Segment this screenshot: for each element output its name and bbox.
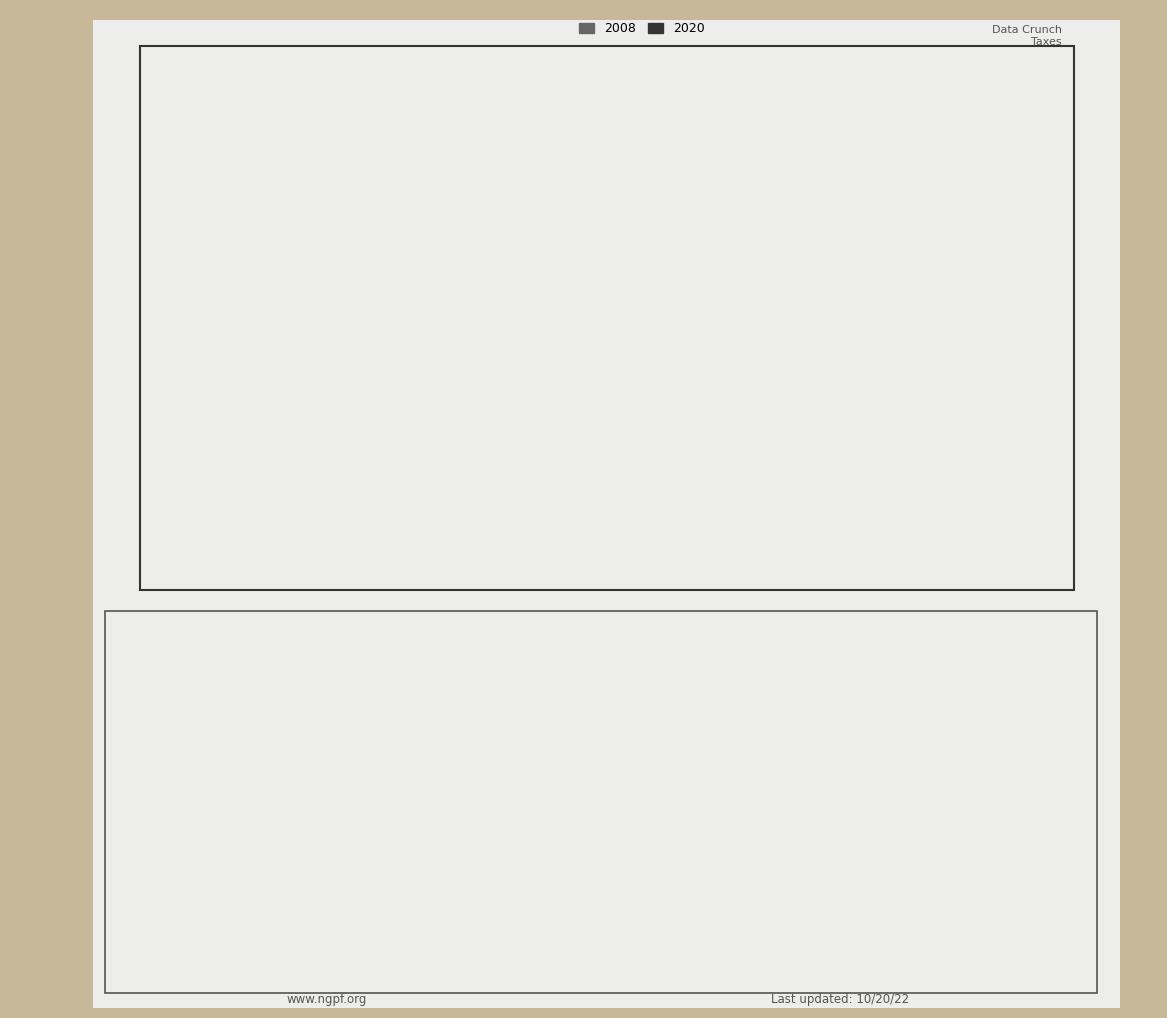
Bar bbox=[714, 217, 753, 540]
Text: DOK I: DOK I bbox=[616, 712, 648, 722]
Text: 16%: 16% bbox=[760, 262, 784, 272]
Text: DOK 3: DOK 3 bbox=[130, 981, 165, 992]
Text: 14%: 14% bbox=[832, 297, 857, 307]
Text: Data Crunch
Taxes: Data Crunch Taxes bbox=[992, 25, 1062, 47]
Text: 16%: 16% bbox=[389, 262, 413, 272]
Text: 19%: 19% bbox=[610, 208, 635, 218]
Bar bbox=[642, 235, 680, 540]
X-axis label: Age: Age bbox=[628, 573, 656, 587]
Text: 17%: 17% bbox=[499, 244, 524, 253]
Text: 2.  Which two age groups have seen the
     sharpest increase as a percentage of: 2. Which two age groups have seen the sh… bbox=[616, 618, 917, 662]
Text: 17%: 17% bbox=[649, 244, 673, 253]
Title: Age of Tax Filers: Age of Tax Filers bbox=[574, 50, 710, 68]
Text: 15%: 15% bbox=[871, 280, 895, 290]
Bar bbox=[309, 521, 348, 540]
Bar bbox=[864, 271, 902, 540]
Text: DOK 3: DOK 3 bbox=[130, 898, 165, 908]
Y-axis label: Percent of all tax filers: Percent of all tax filers bbox=[175, 245, 188, 386]
Bar bbox=[974, 235, 1013, 540]
Text: 18%: 18% bbox=[721, 226, 746, 236]
Text: www.ngpf.org: www.ngpf.org bbox=[287, 993, 366, 1006]
Text: Last updated: 10/20/22: Last updated: 10/20/22 bbox=[771, 993, 909, 1006]
Text: 14%: 14% bbox=[943, 297, 967, 307]
Text: 5.  What might have to happen in the U.S. for any dramatic changes to occur in f: 5. What might have to happen in the U.S.… bbox=[130, 905, 897, 932]
Text: 15%: 15% bbox=[427, 280, 452, 290]
Text: DOK 1: DOK 1 bbox=[130, 712, 165, 722]
Text: 17%: 17% bbox=[981, 244, 1006, 253]
Bar bbox=[531, 217, 569, 540]
Legend: 2008, 2020: 2008, 2020 bbox=[574, 17, 710, 41]
Bar bbox=[825, 289, 864, 540]
Bar bbox=[420, 271, 459, 540]
Bar bbox=[936, 289, 974, 540]
Text: 2%: 2% bbox=[281, 513, 299, 522]
Text: 3.  Why do you think the percentage of tax filers has most dramatically increase: 3. Why do you think the percentage of ta… bbox=[130, 722, 865, 749]
Bar bbox=[382, 252, 420, 540]
Text: 4.  What do you think causes the percent of filers to jump so dramatically betwe: 4. What do you think causes the percent … bbox=[130, 813, 903, 841]
Text: DOK 2: DOK 2 bbox=[130, 805, 165, 815]
Text: 1.  Which age group represents the highest
     percentage of taxpayers in 2020?: 1. Which age group represents the highes… bbox=[130, 618, 456, 646]
Bar bbox=[753, 252, 791, 540]
Bar bbox=[603, 200, 642, 540]
Bar bbox=[492, 235, 531, 540]
Text: 1%: 1% bbox=[320, 530, 337, 541]
Text: 18%: 18% bbox=[538, 226, 562, 236]
Bar bbox=[271, 504, 309, 540]
